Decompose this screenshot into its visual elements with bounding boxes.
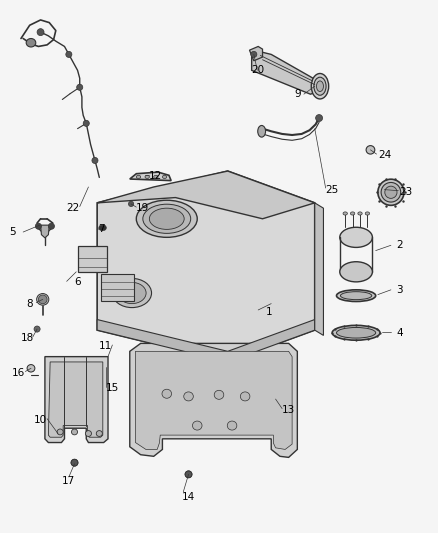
Polygon shape (250, 46, 262, 61)
Polygon shape (41, 225, 49, 238)
Polygon shape (135, 351, 292, 449)
Text: 17: 17 (62, 477, 75, 486)
Ellipse shape (145, 175, 149, 179)
Ellipse shape (258, 125, 265, 137)
Ellipse shape (185, 471, 192, 478)
Ellipse shape (83, 120, 89, 126)
Ellipse shape (118, 282, 146, 304)
Polygon shape (130, 172, 171, 181)
Ellipse shape (240, 392, 250, 401)
Ellipse shape (128, 201, 134, 207)
Ellipse shape (367, 147, 374, 154)
Ellipse shape (336, 327, 376, 338)
Text: 15: 15 (106, 383, 119, 393)
Ellipse shape (28, 365, 35, 372)
Ellipse shape (162, 175, 167, 179)
Ellipse shape (34, 326, 40, 332)
Ellipse shape (37, 294, 49, 305)
Ellipse shape (162, 389, 172, 398)
Text: 23: 23 (399, 187, 413, 197)
Ellipse shape (92, 157, 98, 164)
Ellipse shape (358, 212, 362, 215)
Polygon shape (97, 171, 315, 362)
Ellipse shape (101, 225, 106, 230)
Ellipse shape (66, 51, 72, 58)
Ellipse shape (332, 325, 380, 340)
Ellipse shape (316, 115, 322, 122)
Ellipse shape (340, 262, 372, 282)
Ellipse shape (113, 278, 152, 308)
Polygon shape (48, 362, 103, 437)
Polygon shape (45, 357, 108, 442)
Ellipse shape (314, 77, 326, 95)
Ellipse shape (214, 390, 224, 399)
Ellipse shape (336, 290, 376, 302)
Ellipse shape (251, 51, 257, 58)
Ellipse shape (340, 292, 372, 300)
Text: 19: 19 (136, 203, 149, 213)
Ellipse shape (365, 212, 370, 215)
Polygon shape (130, 343, 297, 457)
Polygon shape (97, 319, 315, 362)
Polygon shape (97, 171, 315, 219)
Ellipse shape (57, 429, 63, 435)
Ellipse shape (136, 175, 141, 179)
Ellipse shape (154, 175, 158, 179)
Ellipse shape (71, 459, 78, 466)
Ellipse shape (378, 179, 404, 205)
Text: 18: 18 (21, 333, 34, 343)
Text: 9: 9 (294, 89, 300, 99)
Ellipse shape (99, 225, 104, 230)
Text: 8: 8 (26, 298, 33, 309)
Text: 7: 7 (98, 224, 105, 235)
Ellipse shape (71, 429, 78, 435)
Text: 3: 3 (396, 285, 403, 295)
Text: 11: 11 (99, 341, 113, 351)
Ellipse shape (37, 29, 44, 36)
Ellipse shape (85, 431, 92, 437)
Ellipse shape (340, 227, 372, 247)
Ellipse shape (343, 212, 347, 215)
Text: 4: 4 (396, 328, 403, 338)
Text: 25: 25 (325, 184, 339, 195)
Polygon shape (252, 52, 319, 94)
Text: 24: 24 (378, 150, 391, 160)
Text: 20: 20 (251, 66, 265, 75)
Ellipse shape (39, 295, 47, 304)
Ellipse shape (350, 212, 355, 215)
Ellipse shape (136, 200, 197, 237)
Ellipse shape (381, 182, 401, 202)
Ellipse shape (143, 204, 191, 233)
Ellipse shape (35, 223, 42, 229)
Text: 16: 16 (12, 368, 25, 377)
Text: 10: 10 (34, 415, 47, 425)
Ellipse shape (317, 81, 323, 92)
Ellipse shape (311, 74, 328, 99)
FancyBboxPatch shape (102, 274, 134, 301)
Polygon shape (315, 203, 323, 335)
Text: 1: 1 (266, 306, 272, 317)
Text: 12: 12 (149, 172, 162, 181)
Ellipse shape (227, 421, 237, 430)
Ellipse shape (149, 208, 184, 229)
Text: 6: 6 (74, 277, 81, 287)
Ellipse shape (385, 186, 397, 198)
Ellipse shape (27, 365, 35, 372)
Ellipse shape (26, 38, 36, 47)
Text: 13: 13 (282, 405, 295, 415)
Text: 2: 2 (396, 240, 403, 251)
Ellipse shape (192, 421, 202, 430)
Text: 22: 22 (67, 203, 80, 213)
Text: 14: 14 (182, 492, 195, 502)
Ellipse shape (184, 392, 193, 401)
Ellipse shape (96, 431, 102, 437)
Ellipse shape (77, 84, 83, 90)
Text: 5: 5 (9, 227, 16, 237)
Ellipse shape (48, 223, 54, 229)
Ellipse shape (366, 146, 375, 154)
FancyBboxPatch shape (78, 246, 107, 272)
